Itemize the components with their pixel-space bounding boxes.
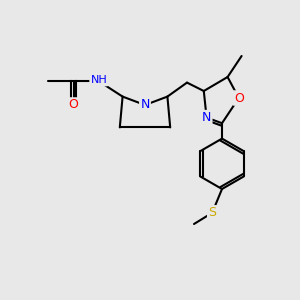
Text: O: O <box>69 98 79 112</box>
Text: N: N <box>202 111 211 124</box>
Text: N: N <box>140 98 150 112</box>
Text: NH: NH <box>90 75 107 85</box>
Text: S: S <box>208 206 216 219</box>
Text: O: O <box>234 92 244 104</box>
